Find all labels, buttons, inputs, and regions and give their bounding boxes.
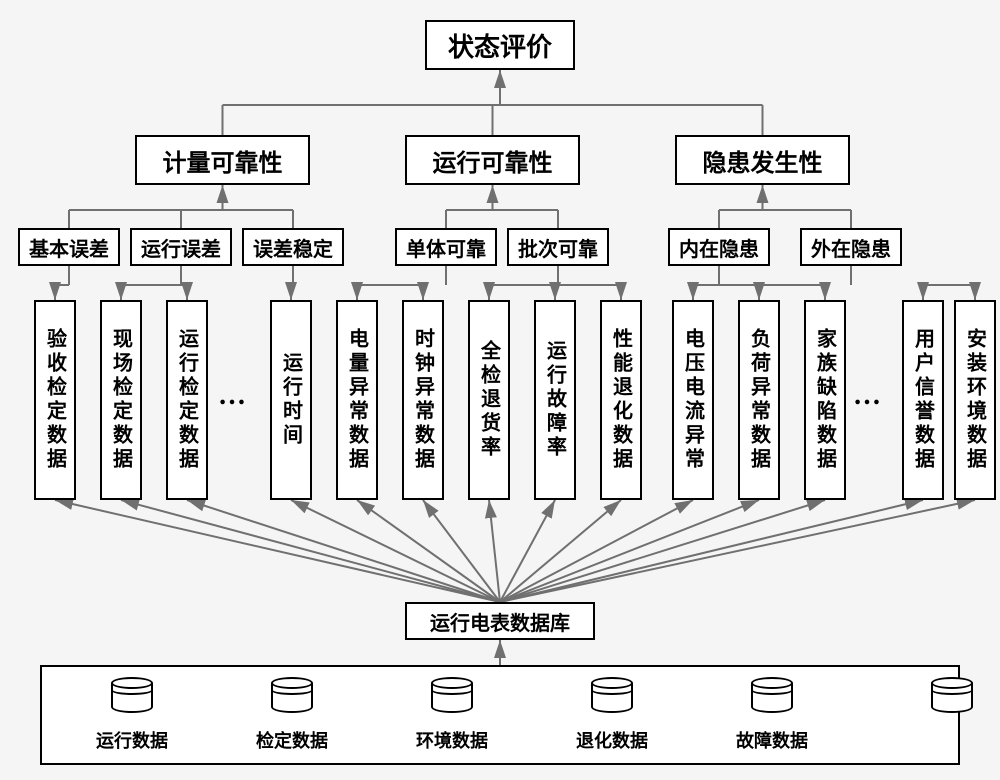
db-item: 退化数据 (562, 677, 662, 753)
level2-node: 隐患发生性 (675, 135, 850, 185)
database-title: 运行电表数据库 (405, 602, 595, 640)
level2-label: 运行可靠性 (433, 143, 553, 178)
leaf-node: 验收检定数据 (34, 300, 76, 500)
leaf-node: 运行故障率 (534, 300, 576, 500)
leaf-node: 用户信誉数据 (902, 300, 944, 500)
db-item-label: 检定数据 (242, 727, 342, 753)
db-item-label: 退化数据 (562, 727, 662, 753)
leaf-node: 运行检定数据 (166, 300, 208, 500)
leaf-node: 现场检定数据 (100, 300, 142, 500)
leaf-node: 负荷异常数据 (738, 300, 780, 500)
leaf-node: 安装环境数据 (954, 300, 996, 500)
db-item: 故障数据 (722, 677, 822, 753)
level3-label: 内在隐患 (679, 233, 759, 262)
root-node: 状态评价 (425, 20, 575, 70)
level3-label: 单体可靠 (406, 233, 486, 262)
leaf-node: 运行时间 (270, 300, 312, 500)
leaf-label: 验收检定数据 (41, 328, 70, 472)
db-item-label: 运行数据 (82, 727, 182, 753)
level3-node: 外在隐患 (800, 228, 902, 266)
level3-label: 基本误差 (29, 233, 109, 262)
leaf-label: 运行检定数据 (173, 328, 202, 472)
database-container: 运行数据 检定数据 环境数据 退化数据 故障数据 (40, 665, 960, 765)
root-label: 状态评价 (448, 27, 552, 64)
leaf-label: 负荷异常数据 (745, 328, 774, 472)
level3-node: 单体可靠 (395, 228, 497, 266)
leaf-label: 运行时间 (277, 352, 306, 448)
leaf-label: 家族缺陷数据 (811, 328, 840, 472)
leaf-label: 电压电流异常 (679, 328, 708, 472)
level3-node: 运行误差 (130, 228, 232, 266)
level3-node: 内在隐患 (668, 228, 770, 266)
leaf-node: 时钟异常数据 (402, 300, 444, 500)
leaf-label: 运行故障率 (541, 340, 570, 460)
leaf-label: 用户信誉数据 (909, 328, 938, 472)
level3-node: 基本误差 (18, 228, 120, 266)
db-item: 环境数据 (402, 677, 502, 753)
level2-node: 运行可靠性 (405, 135, 580, 185)
leaf-label: 电量异常数据 (343, 328, 372, 472)
leaf-label: 现场检定数据 (107, 328, 136, 472)
db-item-label: 环境数据 (402, 727, 502, 753)
db-item: 检定数据 (242, 677, 342, 753)
leaf-label: 安装环境数据 (961, 328, 990, 472)
level2-label: 计量可靠性 (163, 143, 283, 178)
db-item: 运行数据 (82, 677, 182, 753)
ellipsis: … (218, 380, 246, 412)
level3-node: 批次可靠 (507, 228, 609, 266)
leaf-node: 全检退货率 (468, 300, 510, 500)
leaf-label: 全检退货率 (475, 340, 504, 460)
level3-label: 运行误差 (141, 233, 221, 262)
level3-label: 批次可靠 (518, 233, 598, 262)
ellipsis: … (853, 380, 881, 412)
leaf-node: 家族缺陷数据 (804, 300, 846, 500)
db-title-label: 运行电表数据库 (430, 607, 570, 636)
db-item-label: 故障数据 (722, 727, 822, 753)
leaf-node: 电量异常数据 (336, 300, 378, 500)
leaf-node: 性能退化数据 (600, 300, 642, 500)
leaf-label: 时钟异常数据 (409, 328, 438, 472)
leaf-node: 电压电流异常 (672, 300, 714, 500)
leaf-label: 性能退化数据 (607, 328, 636, 472)
level2-node: 计量可靠性 (135, 135, 310, 185)
level3-node: 误差稳定 (242, 228, 344, 266)
level3-label: 外在隐患 (811, 233, 891, 262)
level2-label: 隐患发生性 (703, 143, 823, 178)
level3-label: 误差稳定 (253, 233, 333, 262)
db-item (902, 677, 1000, 727)
